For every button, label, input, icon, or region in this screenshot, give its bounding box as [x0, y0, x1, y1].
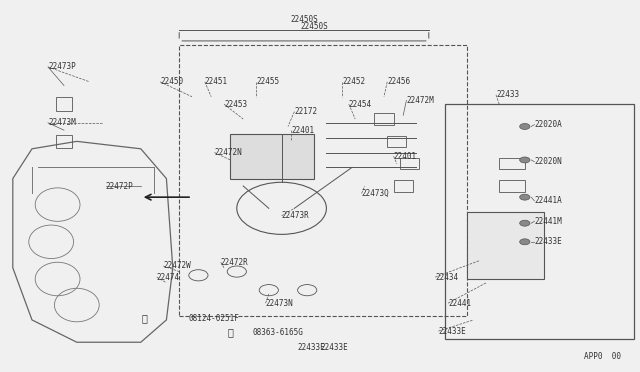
Text: APP0  00: APP0 00 — [584, 352, 621, 361]
Text: 22455: 22455 — [256, 77, 279, 86]
Text: 08124-0251F: 08124-0251F — [189, 314, 239, 323]
Text: 22472P: 22472P — [106, 182, 133, 190]
Text: 22433: 22433 — [496, 90, 519, 99]
Circle shape — [520, 194, 530, 200]
Text: 22172: 22172 — [294, 107, 317, 116]
Text: 22454: 22454 — [349, 100, 372, 109]
Text: 22450S: 22450S — [290, 15, 318, 24]
Text: 22433E: 22433E — [320, 343, 348, 352]
Text: 22441: 22441 — [448, 299, 471, 308]
Text: 08363-6165G: 08363-6165G — [253, 328, 303, 337]
Text: 22401: 22401 — [291, 126, 314, 135]
Text: 22452: 22452 — [342, 77, 365, 86]
Text: 22472W: 22472W — [163, 262, 191, 270]
Text: 22441A: 22441A — [534, 196, 562, 205]
Text: 22433E: 22433E — [534, 237, 562, 246]
Circle shape — [520, 239, 530, 245]
Text: 22453: 22453 — [224, 100, 247, 109]
Text: 22020N: 22020N — [534, 157, 562, 166]
Text: Ⓢ: Ⓢ — [227, 327, 234, 337]
Text: 22020A: 22020A — [534, 120, 562, 129]
Text: 22434: 22434 — [435, 273, 458, 282]
Text: 22473P: 22473P — [48, 62, 76, 71]
Text: 22433E: 22433E — [438, 327, 466, 336]
Text: 22441M: 22441M — [534, 217, 562, 226]
Circle shape — [520, 124, 530, 129]
Text: 22401: 22401 — [394, 152, 417, 161]
Text: 22473Q: 22473Q — [362, 189, 389, 198]
Text: 22450S: 22450S — [301, 22, 328, 31]
Text: 22474: 22474 — [157, 273, 180, 282]
Text: 22473R: 22473R — [282, 211, 309, 220]
Text: 22456: 22456 — [387, 77, 410, 86]
Text: 22450: 22450 — [160, 77, 183, 86]
Text: 22433E: 22433E — [298, 343, 325, 352]
Text: 22473N: 22473N — [266, 299, 293, 308]
Text: 22472M: 22472M — [406, 96, 434, 105]
FancyBboxPatch shape — [230, 134, 314, 179]
Text: 22472N: 22472N — [214, 148, 242, 157]
Text: Ⓑ: Ⓑ — [141, 313, 147, 323]
FancyBboxPatch shape — [467, 212, 544, 279]
Circle shape — [520, 157, 530, 163]
Text: 22473M: 22473M — [48, 118, 76, 127]
Circle shape — [520, 220, 530, 226]
Text: 22451: 22451 — [205, 77, 228, 86]
Text: 22472R: 22472R — [221, 258, 248, 267]
